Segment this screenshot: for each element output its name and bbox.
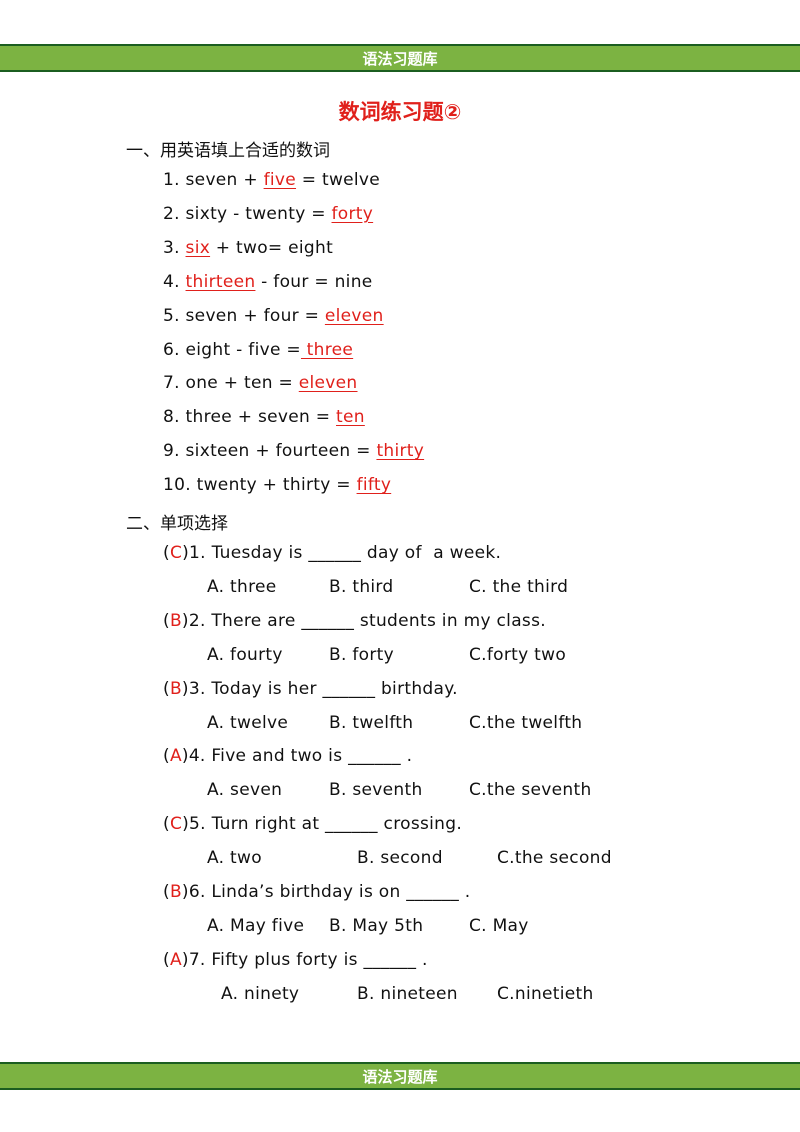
- question-line: (C)1. Tuesday is ______ day of a week.: [163, 543, 501, 563]
- paren: ): [182, 543, 190, 563]
- question-text: 7. Fifty plus forty is ______ .: [188, 949, 428, 970]
- question-text: 1. Tuesday is ______ day of a week.: [189, 543, 502, 563]
- item-text: 1. seven +: [163, 170, 264, 190]
- answer-text: five: [263, 170, 297, 190]
- answer-text: eleven: [324, 305, 384, 326]
- option-c: C. May: [469, 916, 529, 936]
- option-b: B. nineteen: [357, 983, 458, 1004]
- paren: ): [181, 678, 189, 699]
- question-text: 6. Linda’s birthday is on ______ .: [188, 882, 471, 902]
- option-b: B. twelfth: [329, 712, 414, 733]
- paren: ): [182, 814, 190, 835]
- paren: (: [163, 678, 170, 699]
- question-text: 2. There are ______ students in my class…: [188, 610, 546, 631]
- header-banner: 语法习题库: [0, 44, 800, 72]
- option-a: A. seven: [207, 780, 283, 801]
- paren: (: [163, 610, 170, 631]
- paren: (: [163, 746, 170, 767]
- answer-text: forty: [331, 203, 374, 224]
- option-c: C.ninetieth: [497, 983, 594, 1004]
- section2-heading: 二、单项选择: [126, 514, 228, 534]
- answer-key: C: [169, 814, 183, 835]
- question-text: 5. Turn right at ______ crossing.: [189, 814, 463, 835]
- fill-in-item: 9. sixteen + fourteen = thirty: [163, 441, 424, 461]
- paren: ): [181, 882, 189, 902]
- paren: (: [163, 949, 170, 970]
- item-text: + two= eight: [210, 237, 334, 258]
- answer-text: six: [185, 237, 211, 258]
- fill-in-item: 5. seven + four = eleven: [163, 306, 384, 326]
- item-text: 5. seven + four =: [163, 305, 325, 326]
- option-a: A. two: [207, 848, 262, 869]
- page-title: 数词练习题②: [338, 100, 462, 124]
- question-text: 3. Today is her ______ birthday.: [188, 678, 458, 699]
- paren: (: [163, 882, 170, 902]
- item-text: 8. three + seven =: [163, 407, 337, 428]
- option-b: B. seventh: [329, 780, 423, 801]
- answer-key: C: [169, 543, 183, 563]
- option-c: C.the twelfth: [469, 712, 583, 733]
- answer-key: B: [169, 610, 182, 631]
- option-a: A. May five: [207, 916, 305, 936]
- option-b: B. May 5th: [329, 916, 424, 936]
- item-text: 9. sixteen + fourteen =: [163, 441, 377, 462]
- item-text: 3.: [163, 237, 186, 258]
- answer-key: A: [169, 949, 182, 970]
- fill-in-item: 6. eight - five = three: [163, 340, 353, 360]
- question-line: (B)2. There are ______ students in my cl…: [163, 611, 546, 631]
- answer-text: ten: [336, 407, 365, 428]
- question-line: (A)4. Five and two is ______ .: [163, 746, 412, 766]
- paren: (: [163, 814, 170, 835]
- paren: ): [181, 610, 189, 631]
- item-text: = twelve: [296, 170, 381, 190]
- option-a: A. three: [207, 577, 277, 597]
- option-b: B. forty: [329, 644, 394, 665]
- fill-in-item: 1. seven + five = twelve: [163, 170, 380, 190]
- item-text: 10. twenty + thirty =: [163, 475, 357, 496]
- fill-in-item: 3. six + two= eight: [163, 238, 333, 258]
- item-text: - four = nine: [255, 271, 373, 292]
- fill-in-item: 8. three + seven = ten: [163, 407, 365, 427]
- question-line: (B)6. Linda’s birthday is on ______ .: [163, 882, 471, 902]
- option-c: C. the third: [469, 577, 569, 597]
- answer-key: A: [169, 746, 182, 767]
- section1-heading: 一、用英语填上合适的数词: [126, 141, 330, 161]
- item-text: 2. sixty - twenty =: [163, 203, 332, 224]
- option-a: A. twelve: [207, 712, 289, 733]
- answer-key: B: [169, 882, 182, 902]
- option-c: C.the second: [497, 848, 612, 869]
- question-line: (C)5. Turn right at ______ crossing.: [163, 814, 462, 834]
- option-a: A. fourty: [207, 644, 283, 665]
- fill-in-item: 10. twenty + thirty = fifty: [163, 475, 391, 495]
- answer-text: eleven: [298, 373, 358, 394]
- paren: ): [181, 949, 189, 970]
- fill-in-item: 4. thirteen - four = nine: [163, 272, 373, 292]
- option-a: A. ninety: [221, 983, 300, 1004]
- paren: ): [181, 746, 189, 767]
- option-c: C.the seventh: [469, 780, 592, 801]
- answer-key: B: [169, 678, 182, 699]
- option-b: B. second: [357, 848, 443, 869]
- answer-text: fifty: [356, 475, 392, 496]
- fill-in-item: 7. one + ten = eleven: [163, 373, 358, 393]
- answer-text: thirty: [376, 441, 425, 462]
- option-c: C.forty two: [469, 644, 567, 665]
- answer-text: thirteen: [185, 271, 256, 292]
- fill-in-item: 2. sixty - twenty = forty: [163, 204, 373, 224]
- question-line: (A)7. Fifty plus forty is ______ .: [163, 950, 428, 970]
- option-b: B. third: [329, 577, 394, 597]
- item-text: 4.: [163, 271, 186, 292]
- paren: (: [163, 543, 170, 563]
- item-text: 7. one + ten =: [163, 373, 299, 394]
- question-text: 4. Five and two is ______ .: [188, 746, 413, 767]
- footer-banner: 语法习题库: [0, 1062, 800, 1090]
- answer-text: three: [300, 339, 354, 360]
- item-text: 6. eight - five =: [163, 339, 301, 360]
- question-line: (B)3. Today is her ______ birthday.: [163, 679, 458, 699]
